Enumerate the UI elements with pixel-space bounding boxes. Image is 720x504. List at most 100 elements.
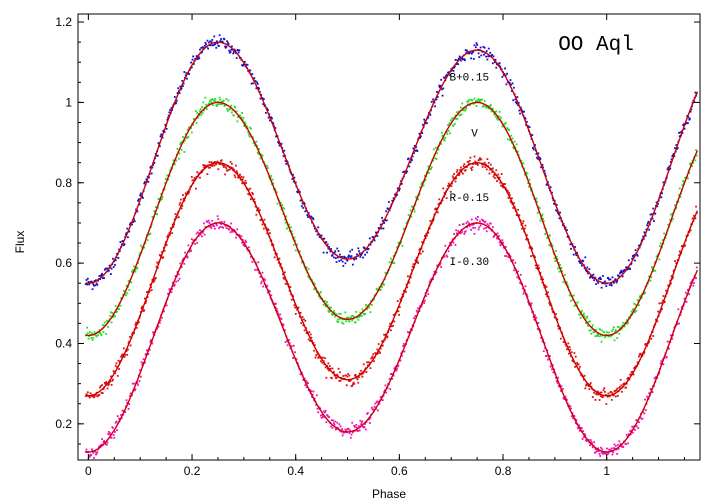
data-point	[638, 244, 640, 247]
data-point	[691, 165, 693, 168]
data-point	[291, 178, 294, 180]
data-point	[345, 320, 347, 323]
data-point	[399, 298, 402, 301]
data-point	[135, 267, 137, 270]
data-point	[181, 204, 184, 207]
data-point	[107, 269, 110, 272]
data-point	[483, 227, 485, 230]
data-point	[109, 432, 112, 435]
data-point	[574, 252, 577, 255]
data-point	[207, 219, 210, 222]
data-point	[471, 223, 474, 226]
data-point	[262, 227, 265, 230]
data-point	[470, 52, 473, 55]
data-point	[555, 380, 558, 383]
data-point	[584, 256, 587, 259]
data-point	[621, 324, 624, 327]
data-point	[90, 448, 93, 451]
data-point	[652, 207, 655, 210]
data-point	[324, 305, 327, 308]
data-point	[438, 264, 441, 266]
data-point	[112, 316, 114, 319]
data-point	[316, 353, 319, 356]
data-point	[351, 248, 354, 251]
data-point	[237, 51, 240, 54]
data-point	[197, 55, 200, 58]
data-point	[541, 213, 544, 216]
data-point	[299, 311, 302, 314]
data-point	[598, 452, 601, 455]
data-point	[542, 217, 545, 220]
data-point	[160, 198, 163, 200]
data-point	[460, 106, 462, 109]
data-point	[402, 345, 405, 347]
data-point	[130, 281, 133, 284]
data-point	[616, 279, 619, 282]
data-point	[372, 408, 375, 411]
data-point	[336, 421, 339, 424]
data-point	[357, 247, 360, 250]
data-point	[167, 114, 170, 117]
data-point	[595, 283, 598, 286]
data-point	[377, 409, 379, 412]
data-point	[489, 168, 492, 171]
data-point	[378, 402, 381, 405]
data-point	[219, 226, 222, 228]
data-point	[514, 98, 517, 101]
data-point	[214, 227, 216, 230]
data-point	[192, 117, 195, 120]
data-point	[580, 311, 583, 313]
data-point	[639, 294, 642, 297]
data-point	[336, 320, 339, 323]
data-point	[256, 151, 259, 154]
data-point	[156, 261, 159, 264]
data-point	[375, 287, 378, 290]
data-point	[400, 182, 403, 185]
data-point	[406, 286, 409, 289]
data-point	[585, 317, 588, 319]
data-point	[220, 101, 223, 103]
data-point	[568, 346, 571, 348]
data-point	[473, 97, 476, 100]
data-point	[220, 223, 222, 225]
data-point	[600, 395, 602, 397]
data-point	[474, 160, 477, 163]
data-point	[622, 321, 625, 324]
data-point	[525, 171, 528, 174]
x-tick-label: 1	[603, 464, 610, 478]
data-point	[522, 220, 525, 223]
x-axis-label: Phase	[372, 487, 406, 501]
data-point	[574, 246, 576, 248]
data-point	[632, 373, 635, 376]
data-point	[354, 373, 357, 376]
data-point	[114, 421, 117, 424]
data-point	[489, 163, 492, 166]
data-point	[347, 372, 349, 375]
data-point	[221, 103, 224, 105]
data-point	[677, 308, 680, 311]
data-point	[658, 258, 661, 261]
data-point	[693, 282, 695, 284]
data-point	[195, 175, 198, 178]
y-tick-label: 0.8	[55, 176, 72, 190]
data-point	[574, 365, 576, 368]
data-point	[444, 244, 447, 247]
data-point	[666, 340, 669, 343]
data-point	[345, 384, 348, 387]
data-point	[336, 247, 339, 250]
data-point	[453, 233, 456, 235]
data-point	[342, 375, 345, 377]
data-point	[389, 322, 392, 325]
data-point	[585, 384, 587, 387]
data-point	[182, 194, 184, 196]
data-point	[360, 369, 362, 372]
data-point	[585, 440, 588, 442]
data-point	[580, 427, 583, 430]
data-point	[494, 115, 497, 118]
data-point	[292, 173, 294, 176]
data-point	[347, 254, 350, 257]
data-point	[518, 214, 521, 217]
data-point	[359, 419, 362, 422]
data-point	[267, 109, 269, 111]
